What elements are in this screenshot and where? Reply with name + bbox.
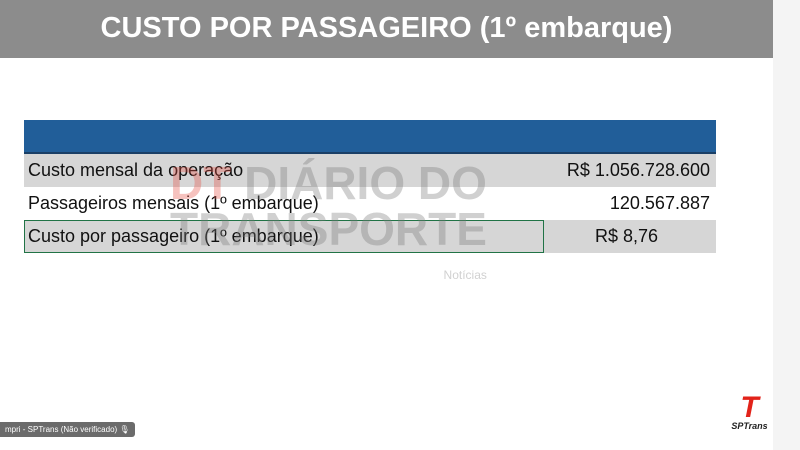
table-header <box>24 120 716 154</box>
logo-name: SPTrans <box>731 421 768 431</box>
row-label: Passageiros mensais (1º embarque) <box>28 193 319 213</box>
table-row: Custo por passageiro (1º embarque) R$ 8,… <box>24 220 716 253</box>
participant-label: mpri - SPTrans (Não verificado) 🎙 <box>0 422 135 437</box>
row-value: R$ 1.056.728.600 <box>566 160 710 180</box>
row-value: R$ 8,76 <box>594 226 659 246</box>
row-value: 120.567.887 <box>609 193 710 213</box>
table-row: Custo mensal da operação R$ 1.056.728.60… <box>24 154 716 187</box>
watermark-sub: Notícias <box>443 268 487 282</box>
selected-cell-border <box>24 220 544 253</box>
side-strip <box>773 0 800 450</box>
logo-mark: T <box>740 391 759 424</box>
slide-title: CUSTO POR PASSAGEIRO (1º embarque) <box>0 0 773 58</box>
cost-table: Custo mensal da operação R$ 1.056.728.60… <box>24 120 716 253</box>
sptrans-logo: T SPTrans <box>727 391 772 432</box>
row-label: Custo por passageiro (1º embarque) <box>28 226 319 246</box>
microphone-icon: 🎙 <box>119 425 130 434</box>
participant-name: mpri - SPTrans (Não verificado) <box>5 425 118 434</box>
row-label: Custo mensal da operação <box>28 160 244 180</box>
table-row: Passageiros mensais (1º embarque) 120.56… <box>24 187 716 220</box>
